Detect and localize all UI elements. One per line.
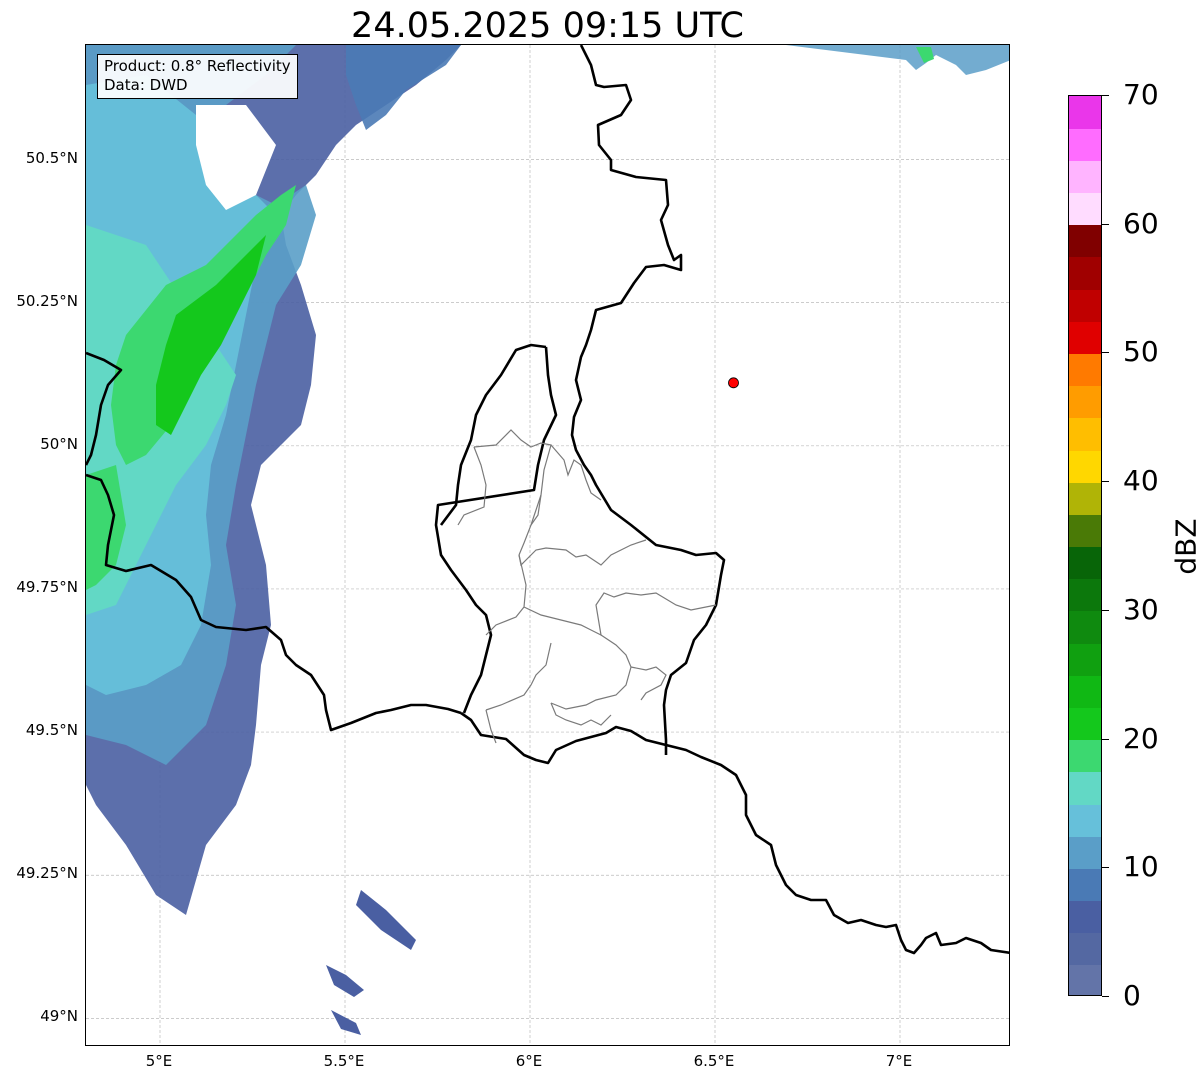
- colorbar-tick-label: 30: [1123, 592, 1159, 626]
- colorbar-segment: [1069, 803, 1101, 837]
- lat-tick-label: 50°N: [40, 434, 78, 453]
- colorbar-segment: [1069, 932, 1101, 966]
- lon-tick-label: 6.5°E: [693, 1052, 735, 1070]
- colorbar-segment: [1069, 385, 1101, 419]
- product-info-box: Product: 0.8° Reflectivity Data: DWD: [97, 54, 298, 99]
- lat-tick-label: 50.25°N: [16, 291, 78, 310]
- lat-tick-label: 49.25°N: [16, 864, 78, 883]
- colorbar-tick-label: 50: [1123, 335, 1159, 369]
- radar-map[interactable]: [85, 44, 1010, 1046]
- colorbar-segment: [1069, 836, 1101, 869]
- lon-tick-label: 5.5°E: [323, 1052, 365, 1070]
- colorbar-segment: [1069, 289, 1101, 322]
- colorbar-tick-label: 70: [1123, 78, 1159, 111]
- colorbar-tickmark: [1102, 867, 1109, 869]
- lon-tick-label: 5°E: [145, 1052, 173, 1070]
- map-title: 24.05.2025 09:15 UTC: [351, 6, 744, 46]
- colorbar-tick-label: 60: [1123, 206, 1159, 240]
- location-marker[interactable]: [728, 377, 739, 389]
- colorbar-tickmark: [1102, 481, 1109, 483]
- colorbar-segment: [1069, 160, 1101, 194]
- colorbar-segment: [1069, 546, 1101, 580]
- colorbar-segment: [1069, 643, 1101, 676]
- lon-tick-label: 7°E: [885, 1052, 913, 1070]
- colorbar-segment: [1069, 610, 1101, 644]
- colorbar-segment: [1069, 449, 1101, 483]
- lat-tick-label: 49°N: [40, 1007, 78, 1026]
- colorbar-tick-label: 20: [1123, 721, 1159, 755]
- colorbar-segment: [1069, 900, 1101, 934]
- colorbar-tick-label: 10: [1123, 850, 1159, 884]
- colorbar-segment: [1069, 96, 1101, 129]
- colorbar-label: dBZ: [1169, 518, 1202, 575]
- lat-tick-label: 49.75°N: [16, 577, 78, 596]
- colorbar-segment: [1069, 739, 1101, 773]
- lat-tick-label: 49.5°N: [25, 721, 78, 740]
- colorbar-segment: [1069, 256, 1101, 290]
- data-source-label: Data: DWD: [104, 76, 188, 94]
- colorbar-segment: [1069, 482, 1101, 515]
- colorbar: [1068, 95, 1102, 996]
- colorbar-segment: [1069, 578, 1101, 612]
- precipitation-echo: [86, 45, 1009, 1035]
- country-borders: [86, 45, 1009, 955]
- colorbar-segment: [1069, 707, 1101, 741]
- colorbar-tickmark: [1102, 738, 1109, 740]
- colorbar-segment: [1069, 514, 1101, 548]
- colorbar-tick-label: 40: [1123, 464, 1159, 498]
- map-canvas: [86, 45, 1009, 1045]
- canton-boundaries: [457, 429, 717, 744]
- colorbar-segment: [1069, 321, 1101, 355]
- colorbar-segment: [1069, 964, 1101, 995]
- colorbar-segment: [1069, 417, 1101, 451]
- colorbar-tickmark: [1102, 996, 1109, 997]
- colorbar-tickmark: [1102, 609, 1109, 611]
- colorbar-segment: [1069, 771, 1101, 805]
- colorbar-segment: [1069, 192, 1101, 226]
- colorbar-tickmark: [1102, 223, 1109, 225]
- colorbar-segment: [1069, 353, 1101, 387]
- product-label: Product: 0.8° Reflectivity: [104, 57, 291, 75]
- colorbar-tick-label: 0: [1123, 979, 1141, 1012]
- lat-tick-label: 50.5°N: [25, 148, 78, 167]
- colorbar-segment: [1069, 224, 1101, 258]
- lon-tick-label: 6°E: [515, 1052, 543, 1070]
- colorbar-segment: [1069, 675, 1101, 708]
- colorbar-tickmark: [1102, 95, 1109, 96]
- colorbar-segment: [1069, 868, 1101, 902]
- colorbar-tickmark: [1102, 352, 1109, 354]
- colorbar-segment: [1069, 128, 1101, 161]
